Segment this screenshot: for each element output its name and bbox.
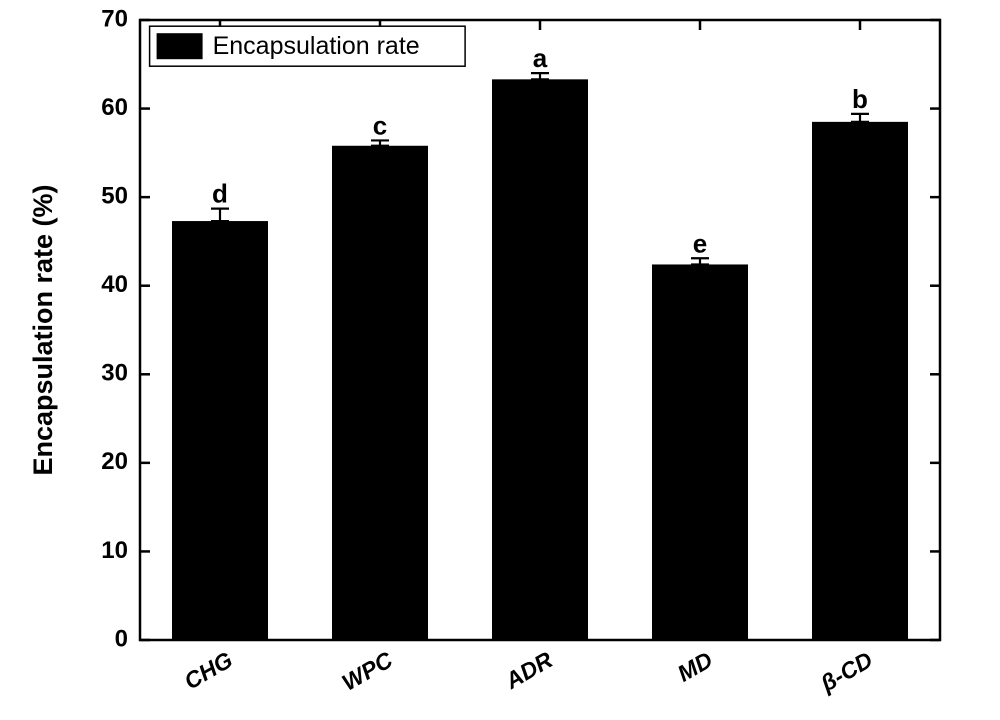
y-tick-label: 60 xyxy=(101,94,128,121)
y-tick-label: 20 xyxy=(101,448,128,475)
y-tick-label: 10 xyxy=(101,537,128,564)
y-tick-label: 30 xyxy=(101,360,128,387)
bar xyxy=(812,122,908,640)
bar-annotation: c xyxy=(373,110,387,140)
bar xyxy=(652,264,748,640)
legend-label: Encapsulation rate xyxy=(213,32,420,60)
bar-annotation: b xyxy=(852,84,868,114)
bar-annotation: e xyxy=(693,228,707,258)
y-tick-label: 40 xyxy=(101,271,128,298)
bar xyxy=(172,221,268,640)
bar-annotation: a xyxy=(533,43,548,73)
y-tick-label: 0 xyxy=(115,625,128,652)
legend-swatch xyxy=(157,33,203,59)
bar xyxy=(492,79,588,640)
y-axis-label: Encapsulation rate (%) xyxy=(28,184,58,475)
bar xyxy=(332,146,428,640)
bar-chart: dcaeb010203040506070CHGWPCADRMDβ-CDEncap… xyxy=(0,0,1000,720)
y-tick-label: 50 xyxy=(101,182,128,209)
legend: Encapsulation rate xyxy=(150,26,466,66)
chart-container: dcaeb010203040506070CHGWPCADRMDβ-CDEncap… xyxy=(0,0,1000,720)
bar-annotation: d xyxy=(212,179,228,209)
y-tick-label: 70 xyxy=(101,5,128,32)
